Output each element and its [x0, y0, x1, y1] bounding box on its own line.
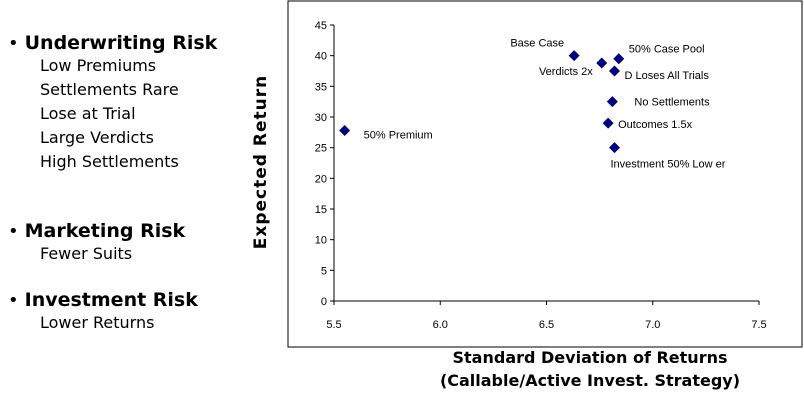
data-point-marker: [568, 50, 580, 62]
data-point-label: Investment 50% Low er: [611, 159, 726, 171]
marketing-risk-group: • Marketing Risk Fewer Suits: [8, 220, 185, 266]
data-point-marker: [596, 57, 608, 69]
data-point-marker: [602, 117, 614, 129]
underwriting-risk-title: Underwriting Risk: [24, 32, 218, 54]
risk-item: Lose at Trial: [40, 104, 136, 123]
risk-item: Settlements Rare: [40, 80, 179, 99]
data-point-label: 50% Premium: [364, 129, 433, 141]
scatter-chart: Expected Return 0 5 10 15 20 25 30 35 40 45 5.5 6.0…: [251, 0, 803, 348]
underwriting-risk-items: Low Premiums Settlements Rare Lose at Tr…: [8, 54, 217, 174]
bullet: •: [8, 221, 19, 242]
x-axis-label: Standard Deviation of Returns (Callable/…: [380, 346, 800, 392]
x-tick-label: 7.5: [751, 319, 766, 331]
data-point-label: Base Case: [510, 38, 564, 50]
chart-frame: [287, 0, 803, 348]
data-point-label: Outcomes 1.5x: [618, 119, 692, 131]
risk-item: Low Premiums: [40, 56, 157, 75]
axes: 0 5 10 15 20 25 30 35 40 45 5.5 6.0 6.5 7.0 7.5: [315, 20, 767, 331]
y-tick-label: 5: [321, 265, 327, 277]
bullet: •: [8, 33, 19, 54]
data-point-marker: [606, 96, 618, 108]
risk-list-panel: • Underwriting Risk Low Premiums Settlem…: [0, 0, 270, 402]
marketing-risk-title: Marketing Risk: [24, 220, 186, 242]
marketing-risk-items: Fewer Suits: [8, 242, 185, 266]
data-point-marker: [609, 65, 620, 77]
underwriting-risk-heading: • Underwriting Risk: [8, 32, 217, 54]
y-tick-label: 25: [315, 143, 327, 155]
risk-item: Fewer Suits: [40, 244, 133, 263]
x-axis-label-line2: (Callable/Active Invest. Strategy): [439, 371, 741, 390]
risk-item: Lower Returns: [40, 313, 155, 332]
investment-risk-heading: • Investment Risk: [8, 289, 198, 311]
data-point-label: Verdicts 2x: [539, 66, 593, 78]
y-axis-label: Expected Return: [251, 75, 271, 249]
investment-risk-title: Investment Risk: [24, 289, 198, 311]
x-tick-label: 6.5: [539, 319, 554, 331]
x-axis-label-line1: Standard Deviation of Returns: [452, 348, 728, 367]
y-tick-label: 30: [315, 112, 327, 124]
y-tick-label: 40: [315, 51, 327, 63]
investment-risk-items: Lower Returns: [8, 311, 198, 335]
x-tick-label: 5.5: [326, 319, 341, 331]
x-tick-label: 7.0: [645, 319, 660, 331]
risk-item: Large Verdicts: [40, 128, 154, 147]
data-point-label: D Loses All Trials: [625, 70, 710, 82]
y-tick-label: 20: [315, 173, 327, 185]
data-point-marker: [613, 53, 625, 65]
risk-item: High Settlements: [40, 152, 179, 171]
data-point-label: 50% Case Pool: [629, 44, 705, 56]
x-tick-label: 6.0: [433, 319, 448, 331]
y-tick-label: 15: [315, 204, 327, 216]
data-point-marker: [609, 142, 620, 154]
y-tick-label: 10: [315, 235, 327, 247]
chart-area: Expected Return 0 5 10 15 20 25 30 35 40 45 5.5 6.0…: [244, 0, 804, 402]
y-tick-label: 45: [315, 20, 327, 32]
data-point-label: No Settlements: [634, 97, 710, 109]
data-points: Base Case 50% Case Pool Verdicts 2x D Loses…: [339, 38, 726, 171]
data-point-marker: [339, 124, 351, 136]
marketing-risk-heading: • Marketing Risk: [8, 220, 185, 242]
y-tick-label: 0: [321, 296, 327, 308]
y-tick-label: 35: [315, 81, 327, 93]
bullet: •: [8, 290, 19, 311]
investment-risk-group: • Investment Risk Lower Returns: [8, 289, 198, 335]
underwriting-risk-group: • Underwriting Risk Low Premiums Settlem…: [8, 32, 217, 174]
